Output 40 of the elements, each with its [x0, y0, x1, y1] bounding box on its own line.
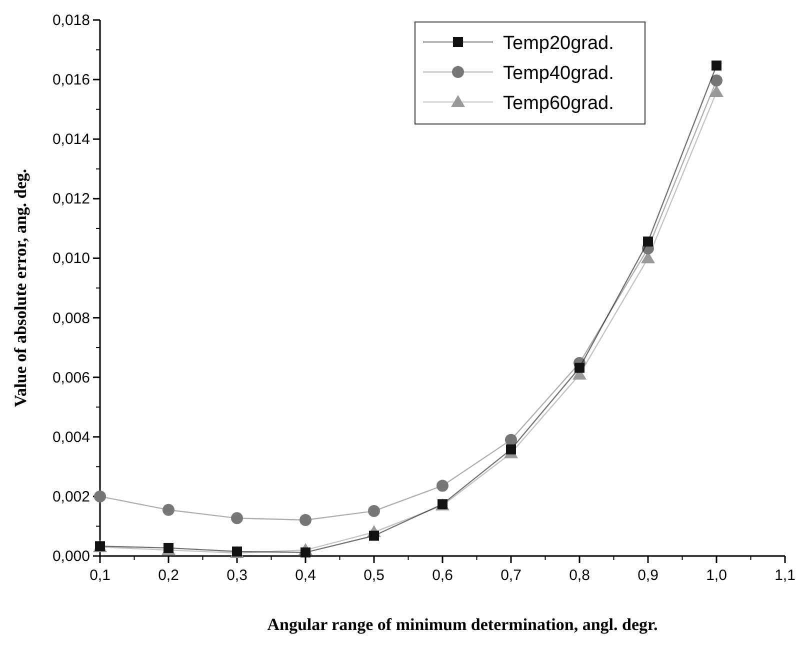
legend-label: Temp60grad.: [503, 93, 614, 114]
y-tick-label: 0,010: [52, 250, 90, 268]
point: [436, 480, 448, 492]
x-tick-label: 1,0: [706, 567, 727, 584]
y-tick-label: 0,018: [52, 12, 90, 29]
point: [231, 512, 243, 524]
x-tick-label: 0,6: [432, 567, 453, 584]
y-axis-title: Value of absolute error, ang. deg.: [11, 168, 30, 408]
x-tick-label: 0,3: [226, 567, 248, 584]
y-tick-label: 0,014: [52, 131, 90, 148]
legend-label: Temp20grad.: [503, 33, 614, 54]
legend-label: Temp40grad.: [503, 63, 614, 84]
x-tick-label: 0,9: [638, 567, 658, 584]
y-tick-label: 0,008: [52, 310, 90, 327]
point: [505, 434, 517, 446]
x-tick-label: 0,4: [295, 567, 316, 584]
point: [164, 542, 174, 553]
point: [162, 504, 174, 516]
x-tick-label: 0,8: [569, 567, 590, 584]
point: [710, 85, 724, 98]
point: [506, 444, 516, 454]
x-tick-label: 0,5: [364, 567, 384, 584]
y-tick-label: 0,016: [52, 72, 90, 89]
y-tick-label: 0,004: [52, 428, 90, 446]
y-tick-label: 0,000: [52, 548, 90, 565]
point: [643, 236, 653, 247]
x-tick-label: 0,1: [90, 567, 110, 584]
point: [368, 505, 380, 518]
x-tick-label: 1,1: [774, 567, 796, 584]
y-tick-label: 0,006: [52, 369, 90, 386]
point: [574, 362, 584, 373]
y-tick-label: 0,012: [52, 190, 90, 208]
x-axis-title: Angular range of minimum determination, angl. degr.: [267, 615, 658, 634]
point: [94, 490, 106, 502]
point: [712, 60, 722, 71]
y-tick-label: 0,002: [52, 488, 90, 506]
point: [300, 514, 312, 526]
point: [710, 74, 722, 86]
x-tick-label: 0,7: [500, 567, 522, 584]
x-tick-label: 0,2: [158, 567, 179, 584]
